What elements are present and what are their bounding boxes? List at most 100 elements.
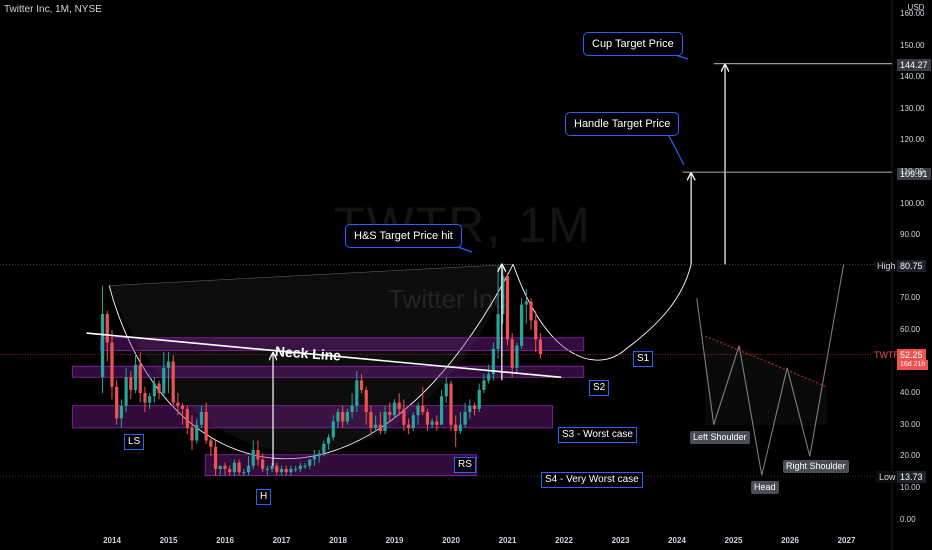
candle-body [374, 424, 378, 428]
candle-body [199, 412, 204, 425]
candle-body [119, 405, 123, 419]
candle-body [421, 405, 425, 413]
zone-label-s3: S3 - Worst case [558, 427, 637, 443]
candle-body [256, 449, 260, 460]
candle-body [463, 412, 467, 425]
candle-body [261, 459, 265, 469]
candle-body [185, 408, 189, 428]
y-tick-label: 120.00 [900, 135, 925, 145]
support-zone-s4 [204, 454, 477, 476]
candle-body [308, 459, 312, 466]
candle-body [402, 408, 406, 425]
candle-body [181, 405, 185, 409]
candle-body [251, 449, 255, 466]
candle-body [397, 402, 401, 409]
zone-label-s4: S4 - Very Worst case [541, 472, 643, 488]
y-tick-label: 160.00 [900, 8, 925, 18]
candle-body [246, 465, 251, 473]
candle-body [124, 377, 128, 406]
candle-body [289, 468, 293, 473]
candle-body [520, 304, 524, 346]
candle-body [148, 396, 152, 403]
candle-body [143, 393, 147, 403]
candle-body [232, 462, 236, 473]
candle-body [430, 421, 434, 425]
candle-body [152, 383, 156, 397]
candle-body [317, 453, 321, 457]
candle-body [336, 412, 340, 422]
candle-body [133, 364, 138, 390]
candle-body [369, 412, 373, 428]
candle-body [157, 383, 161, 394]
x-tick-label: 2024 [668, 536, 686, 545]
y-tick-label: 20.00 [900, 451, 921, 461]
y-tick-label: 130.00 [900, 103, 925, 113]
y-tick-label: 40.00 [900, 388, 921, 398]
projection-left-shoulder: Left Shoulder [690, 431, 750, 444]
y-tick-label: 0.00 [900, 514, 916, 524]
candle-body [487, 374, 491, 381]
zone-label-s2: S2 [589, 380, 610, 396]
candle-body [298, 465, 302, 469]
candle-body [171, 361, 175, 403]
candle-body [454, 424, 458, 432]
last-countdown-tag: 16d 21h [897, 360, 929, 370]
callout-tail-handle [667, 133, 685, 166]
candle-body [472, 405, 477, 409]
candle-body [110, 342, 114, 387]
x-tick-label: 2017 [272, 536, 291, 545]
y-tick-label: 140.00 [900, 72, 925, 82]
candle-body [265, 468, 269, 470]
callout-hs-target[interactable]: H&S Target Price hit [345, 224, 462, 248]
callout-cup-target[interactable]: Cup Target Price [583, 32, 683, 56]
candle-body [105, 314, 109, 343]
candle-body [435, 421, 439, 425]
candle-body [228, 468, 232, 473]
candle-body [345, 412, 349, 422]
currency-label: USD [907, 3, 925, 12]
x-tick-label: 2021 [498, 536, 517, 545]
candle-body [388, 412, 392, 416]
callout-handle-target[interactable]: Handle Target Price [565, 112, 680, 136]
candle-body [449, 383, 453, 425]
candle-body [204, 412, 208, 441]
last-symbol-tag: TWTR [871, 349, 903, 361]
candle-body [284, 468, 288, 473]
candle-body [359, 380, 364, 390]
y-tick-label: 60.00 [900, 324, 921, 334]
y-tick-label: 30.00 [900, 419, 921, 429]
x-tick-label: 2025 [724, 536, 743, 545]
candle-body [190, 427, 194, 441]
symbol-title[interactable]: Twitter Inc, 1M, NYSE [4, 4, 102, 15]
candle-body [411, 415, 415, 428]
projected-pattern-shade [705, 336, 827, 425]
high-value-tag: 80.75 [897, 260, 926, 272]
projected-pattern-path [696, 264, 845, 476]
candle-body [279, 468, 284, 473]
y-tick-label: 90.00 [900, 230, 921, 240]
candle-body [294, 468, 298, 470]
candle-body [425, 412, 430, 425]
y-tick-label: 100.00 [900, 198, 925, 208]
low-label-tag: Low [876, 471, 899, 483]
candle-body [166, 361, 171, 368]
candle-body [477, 389, 481, 409]
candle-body [312, 456, 317, 460]
candle-body [515, 345, 519, 368]
candle-body [209, 440, 213, 447]
candle-body [501, 276, 505, 315]
handle-curve [512, 264, 692, 361]
candle-body [505, 276, 510, 340]
candle-body [270, 465, 274, 469]
x-tick-label: 2016 [216, 536, 234, 545]
y-tick-label: 110.00 [900, 166, 924, 176]
x-tick-label: 2014 [103, 536, 121, 545]
low-value-tag: 13.73 [897, 471, 926, 483]
candle-body [100, 314, 105, 378]
last-price-tag: 52.25 [897, 349, 926, 361]
candle-body [129, 377, 133, 390]
marker-rs: RS [454, 457, 476, 473]
candle-body [275, 465, 279, 473]
candle-body [355, 380, 359, 406]
